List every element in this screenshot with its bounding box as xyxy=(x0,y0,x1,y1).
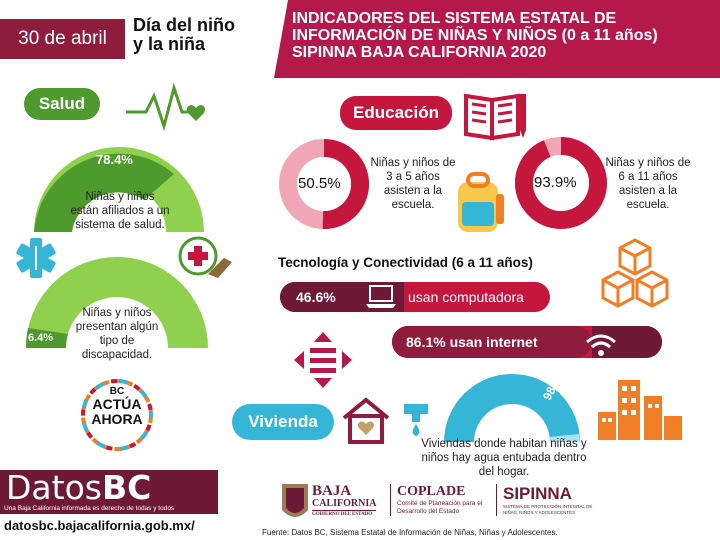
fuente-text: Fuente: Datos BC, Sistema Estatal de Inf… xyxy=(262,528,558,537)
baja-california-seal xyxy=(282,484,308,517)
datos-tagline: Una Baja California informada es derecho… xyxy=(4,505,175,512)
bc-actua-line3: AHORA xyxy=(91,411,143,427)
main-title-line3: SIPINNA BAJA CALIFORNIA 2020 xyxy=(292,44,547,61)
pct-3a5: 50.5% xyxy=(298,175,341,192)
medical-cross-icon xyxy=(16,238,56,278)
baja-line2: CALIFORNIA xyxy=(312,498,377,509)
computadora-bar xyxy=(280,282,550,312)
educacion-label: Educación xyxy=(340,96,452,130)
backpack-icon xyxy=(458,172,504,232)
datos-logo-b: BC xyxy=(101,468,152,507)
computadora-text: usan computadora xyxy=(408,289,524,305)
internet-text: 86.1% usan internet xyxy=(406,334,538,350)
holiday-title-line2: y la niña xyxy=(133,34,206,54)
text-3a5: Niñas y niños de 3 a 5 años asisten a la… xyxy=(370,157,456,211)
educacion-label-text: Educación xyxy=(353,103,439,122)
datos-logo-a: Datos xyxy=(6,468,102,507)
tecnologia-title: Tecnología y Conectividad (6 a 11 años) xyxy=(278,255,533,270)
pct-afiliados: 78.4% xyxy=(96,152,133,167)
baja-line1: BAJA xyxy=(312,483,352,499)
baja-california-logo: BAJA CALIFORNIA GOBIERNO DEL ESTADO xyxy=(312,483,377,518)
holiday-title-line1: Día del niño xyxy=(133,15,236,35)
coplade-logo: COPLADE Comité de Planeación para el Des… xyxy=(390,484,490,516)
bc-actua-line1: BC xyxy=(109,386,125,397)
sipinna-logo: SIPINNA SISTEMA DE PROTECCIÓN INTEGRAL D… xyxy=(496,484,596,516)
gauge-discapacidad xyxy=(25,257,208,348)
discapacidad-text: Niñas y niños presentan algún tipo de di… xyxy=(75,307,159,361)
agua-text: Viviendas donde habitan niñas y niños ha… xyxy=(421,438,587,478)
baja-line3: GOBIERNO DEL ESTADO xyxy=(312,510,377,518)
vivienda-label-text: Vivienda xyxy=(248,412,318,431)
date-text: 30 de abril xyxy=(18,28,107,49)
pct-discapacidad: 6.4% xyxy=(28,332,54,344)
house-heart-icon xyxy=(342,397,390,444)
coplade-text: COPLADE xyxy=(397,484,466,499)
laptop-icon xyxy=(366,285,396,308)
book-icon xyxy=(464,93,526,141)
water-tap-icon xyxy=(404,404,428,436)
buildings-icon xyxy=(598,380,682,440)
gauge-agua xyxy=(444,374,580,442)
donut-3a5 xyxy=(279,139,369,229)
afiliados-text: Niñas y niños están afiliados a un siste… xyxy=(70,191,170,231)
datosbc-url[interactable]: datosbc.bajacalifornia.gob.mx/ xyxy=(4,518,195,533)
text-6a11: Niñas y niños de 6 a 11 años asisten a l… xyxy=(605,157,691,211)
internet-bar xyxy=(392,326,662,358)
bc-actua-logo xyxy=(81,379,153,451)
arrows-icon xyxy=(294,332,352,388)
main-title: INDICADORES DEL SISTEMA ESTATAL DE INFOR… xyxy=(274,0,720,78)
vivienda-label: Vivienda xyxy=(232,404,334,440)
pct-computadora: 46.6% xyxy=(296,289,336,305)
salud-label: Salud xyxy=(24,88,100,120)
main-title-line2: INFORMACIÓN DE NIÑAS Y NIÑOS (0 a 11 año… xyxy=(292,27,658,44)
salud-label-text: Salud xyxy=(38,94,86,113)
date-badge: 30 de abril xyxy=(0,19,125,59)
sipinna-sub: SISTEMA DE PROTECCIÓN INTEGRAL DE NIÑAS,… xyxy=(503,504,593,515)
health-hand-icon xyxy=(178,236,232,278)
pct-6a11: 93.9% xyxy=(534,174,577,191)
datosbc-logo: DatosBC Una Baja California informada es… xyxy=(0,470,218,514)
holiday-title: Día del niño y la niña xyxy=(133,16,273,54)
donut-6a11 xyxy=(515,137,607,229)
sipinna-text: SIPINNA xyxy=(503,484,572,503)
cubes-icon xyxy=(601,238,669,308)
bc-actua-text: BC ACTÚA AHORA xyxy=(80,386,154,427)
heartbeat-icon xyxy=(126,82,206,132)
coplade-sub: Comité de Planeación para el Desarrollo … xyxy=(397,500,483,515)
wifi-icon xyxy=(586,334,616,356)
gauge-afiliados xyxy=(34,147,204,232)
main-title-line1: INDICADORES DEL SISTEMA ESTATAL DE xyxy=(292,10,617,27)
bc-actua-line2: ACTÚA xyxy=(92,396,142,412)
